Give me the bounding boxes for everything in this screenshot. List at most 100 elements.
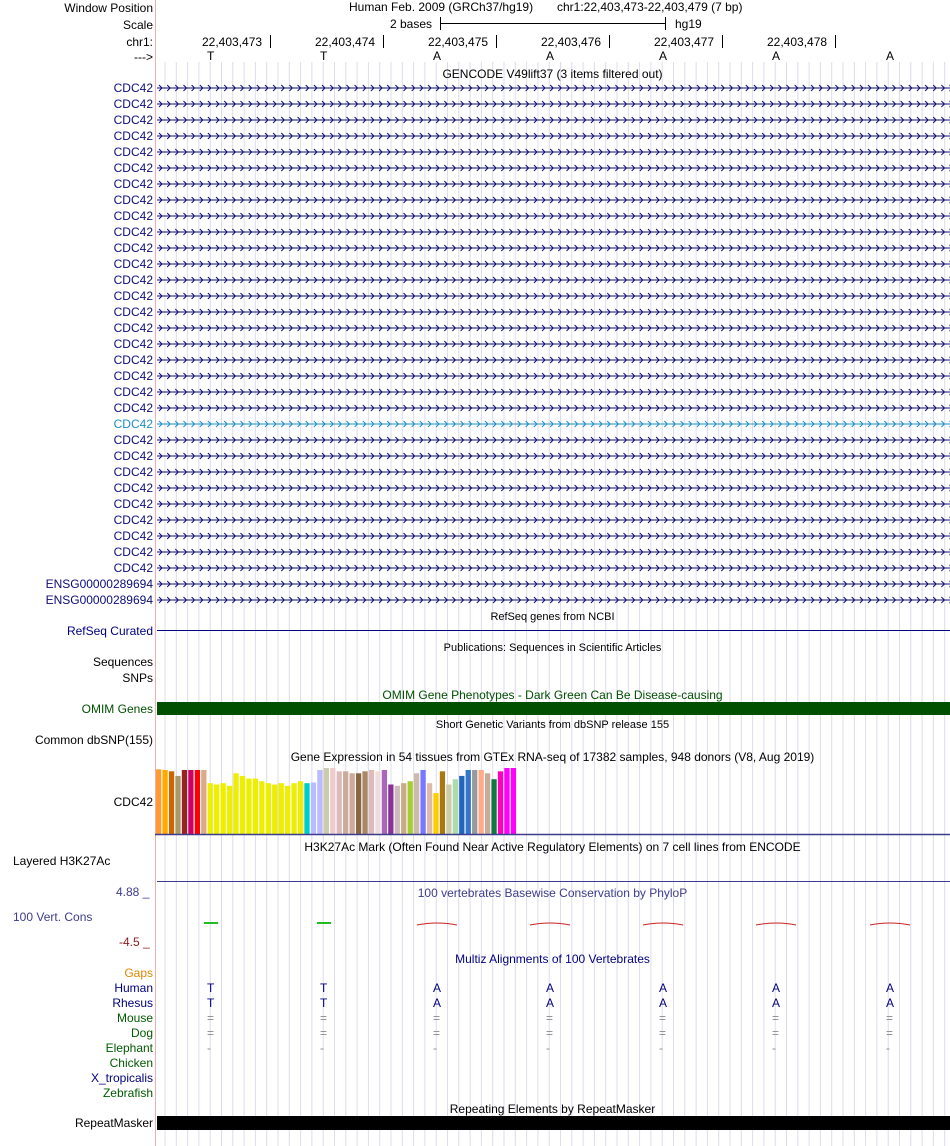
gencode-item-feature[interactable]	[157, 547, 950, 557]
gencode-item-label[interactable]: CDC42	[113, 369, 153, 383]
gencode-item-feature[interactable]	[157, 323, 950, 333]
gencode-item-label[interactable]: CDC42	[113, 193, 153, 207]
gencode-item-label[interactable]: CDC42	[113, 385, 153, 399]
phylop-track-title[interactable]: 100 vertebrates Basewise Conservation by…	[417, 886, 688, 900]
multiz-species-label[interactable]: Zebrafish	[102, 1086, 153, 1100]
refseq-label[interactable]: RefSeq Curated	[66, 624, 153, 638]
publications-track-title[interactable]: Publications: Sequences in Scientific Ar…	[443, 642, 662, 654]
gencode-item-feature[interactable]	[157, 339, 950, 349]
gencode-item-label[interactable]: CDC42	[113, 513, 153, 527]
gencode-item-feature[interactable]	[157, 467, 950, 477]
repeatmasker-label[interactable]: RepeatMasker	[74, 1116, 153, 1130]
gtex-track-title[interactable]: Gene Expression in 54 tissues from GTEx …	[290, 750, 815, 764]
multiz-species-label[interactable]: Elephant	[105, 1041, 153, 1055]
gencode-item-feature[interactable]	[157, 403, 950, 413]
repeatmasker-feature-bar[interactable]	[157, 1116, 950, 1130]
gencode-item-feature[interactable]	[157, 387, 950, 397]
gtex-gene-label[interactable]: CDC42	[113, 795, 153, 809]
gencode-item-feature[interactable]	[157, 419, 950, 429]
h3k27ac-track-title[interactable]: H3K27Ac Mark (Often Found Near Active Re…	[304, 840, 801, 854]
gencode-item-feature[interactable]	[157, 371, 950, 381]
gencode-item-label[interactable]: CDC42	[113, 225, 153, 239]
gencode-item-label[interactable]: CDC42	[113, 129, 153, 143]
omim-feature-bar[interactable]	[157, 702, 950, 715]
gencode-item-label[interactable]: CDC42	[113, 113, 153, 127]
multiz-track-title[interactable]: Multiz Alignments of 100 Vertebrates	[455, 952, 650, 966]
h3k27ac-label[interactable]: Layered H3K27Ac	[13, 854, 111, 868]
gencode-item-feature[interactable]	[157, 435, 950, 445]
gtex-tissue-bar	[439, 771, 446, 834]
gencode-item-label[interactable]: ENSG00000289694	[45, 577, 153, 591]
gencode-item-feature[interactable]	[157, 131, 950, 141]
multiz-species-label[interactable]: Human	[114, 981, 153, 995]
gencode-item-label[interactable]: CDC42	[113, 449, 153, 463]
gencode-item-label[interactable]: CDC42	[113, 209, 153, 223]
gencode-item-label[interactable]: CDC42	[113, 481, 153, 495]
gencode-item-label[interactable]: CDC42	[113, 81, 153, 95]
gencode-item-feature[interactable]	[157, 531, 950, 541]
gencode-item-label[interactable]: CDC42	[113, 337, 153, 351]
gencode-item-label[interactable]: CDC42	[113, 273, 153, 287]
gencode-item-feature[interactable]	[157, 99, 950, 109]
gencode-item-feature[interactable]	[157, 355, 950, 365]
gtex-tissue-bar	[156, 769, 162, 834]
gencode-item-feature[interactable]	[157, 195, 950, 205]
gencode-item-feature[interactable]	[157, 307, 950, 317]
omim-track-title[interactable]: OMIM Gene Phenotypes - Dark Green Can Be…	[382, 688, 723, 702]
gencode-item-feature[interactable]	[157, 595, 950, 605]
gtex-bar-chart[interactable]	[155, 766, 950, 836]
gencode-item-label[interactable]: CDC42	[113, 289, 153, 303]
gencode-item-label[interactable]: CDC42	[113, 401, 153, 415]
sequences-label[interactable]: Sequences	[92, 655, 153, 669]
gencode-item-label[interactable]: CDC42	[113, 241, 153, 255]
gencode-item-feature[interactable]	[157, 515, 950, 525]
multiz-species-label[interactable]: Dog	[130, 1026, 153, 1040]
gencode-item-label[interactable]: CDC42	[113, 529, 153, 543]
gencode-item-feature[interactable]	[157, 83, 950, 93]
gencode-item-label[interactable]: CDC42	[113, 257, 153, 271]
gencode-item-label[interactable]: ENSG00000289694	[45, 593, 153, 607]
snps-label[interactable]: SNPs	[122, 671, 153, 685]
gencode-item-label[interactable]: CDC42	[113, 161, 153, 175]
gencode-item-label[interactable]: CDC42	[113, 561, 153, 575]
repeatmasker-track-title[interactable]: Repeating Elements by RepeatMasker	[449, 1102, 656, 1116]
gencode-item-feature[interactable]	[157, 243, 950, 253]
gencode-item-feature[interactable]	[157, 579, 950, 589]
gencode-item-feature[interactable]	[157, 211, 950, 221]
gencode-item-label[interactable]: CDC42	[113, 465, 153, 479]
gencode-item-feature[interactable]	[157, 451, 950, 461]
gencode-item-label[interactable]: CDC42	[113, 305, 153, 319]
gencode-item-feature[interactable]	[157, 275, 950, 285]
gencode-item-label[interactable]: CDC42	[113, 97, 153, 111]
gencode-item-feature[interactable]	[157, 227, 950, 237]
multiz-species-label[interactable]: X_tropicalis	[90, 1071, 153, 1085]
omim-label[interactable]: OMIM Genes	[81, 702, 153, 716]
gencode-item-label[interactable]: CDC42	[113, 321, 153, 335]
gencode-item-label[interactable]: CDC42	[113, 177, 153, 191]
dbsnp-track-title[interactable]: Short Genetic Variants from dbSNP releas…	[435, 719, 670, 731]
gencode-item-feature[interactable]	[157, 499, 950, 509]
gencode-track-title[interactable]: GENCODE V49lift37 (3 items filtered out)	[442, 67, 663, 81]
gencode-item-feature[interactable]	[157, 483, 950, 493]
gencode-item-feature[interactable]	[157, 147, 950, 157]
gencode-item-feature[interactable]	[157, 291, 950, 301]
gencode-item-label[interactable]: CDC42	[113, 497, 153, 511]
gencode-item-feature[interactable]	[157, 259, 950, 269]
gencode-item-feature[interactable]	[157, 179, 950, 189]
gencode-item-label[interactable]: CDC42	[113, 417, 153, 431]
gencode-item-label[interactable]: CDC42	[113, 433, 153, 447]
multiz-base: -	[320, 1041, 324, 1055]
multiz-species-label[interactable]: Mouse	[116, 1011, 153, 1025]
multiz-species-label[interactable]: Rhesus	[112, 996, 153, 1010]
gencode-item-label[interactable]: CDC42	[113, 545, 153, 559]
multiz-species-label[interactable]: Chicken	[109, 1056, 153, 1070]
gencode-item-feature[interactable]	[157, 563, 950, 573]
gencode-item-feature[interactable]	[157, 115, 950, 125]
phylop-label[interactable]: 100 Vert. Cons	[13, 910, 93, 924]
gencode-item-label[interactable]: CDC42	[113, 353, 153, 367]
dbsnp-label[interactable]: Common dbSNP(155)	[34, 733, 153, 747]
gaps-label[interactable]: Gaps	[124, 966, 153, 980]
gencode-item-feature[interactable]	[157, 163, 950, 173]
gencode-item-label[interactable]: CDC42	[113, 145, 153, 159]
refseq-track-title[interactable]: RefSeq genes from NCBI	[490, 611, 615, 623]
